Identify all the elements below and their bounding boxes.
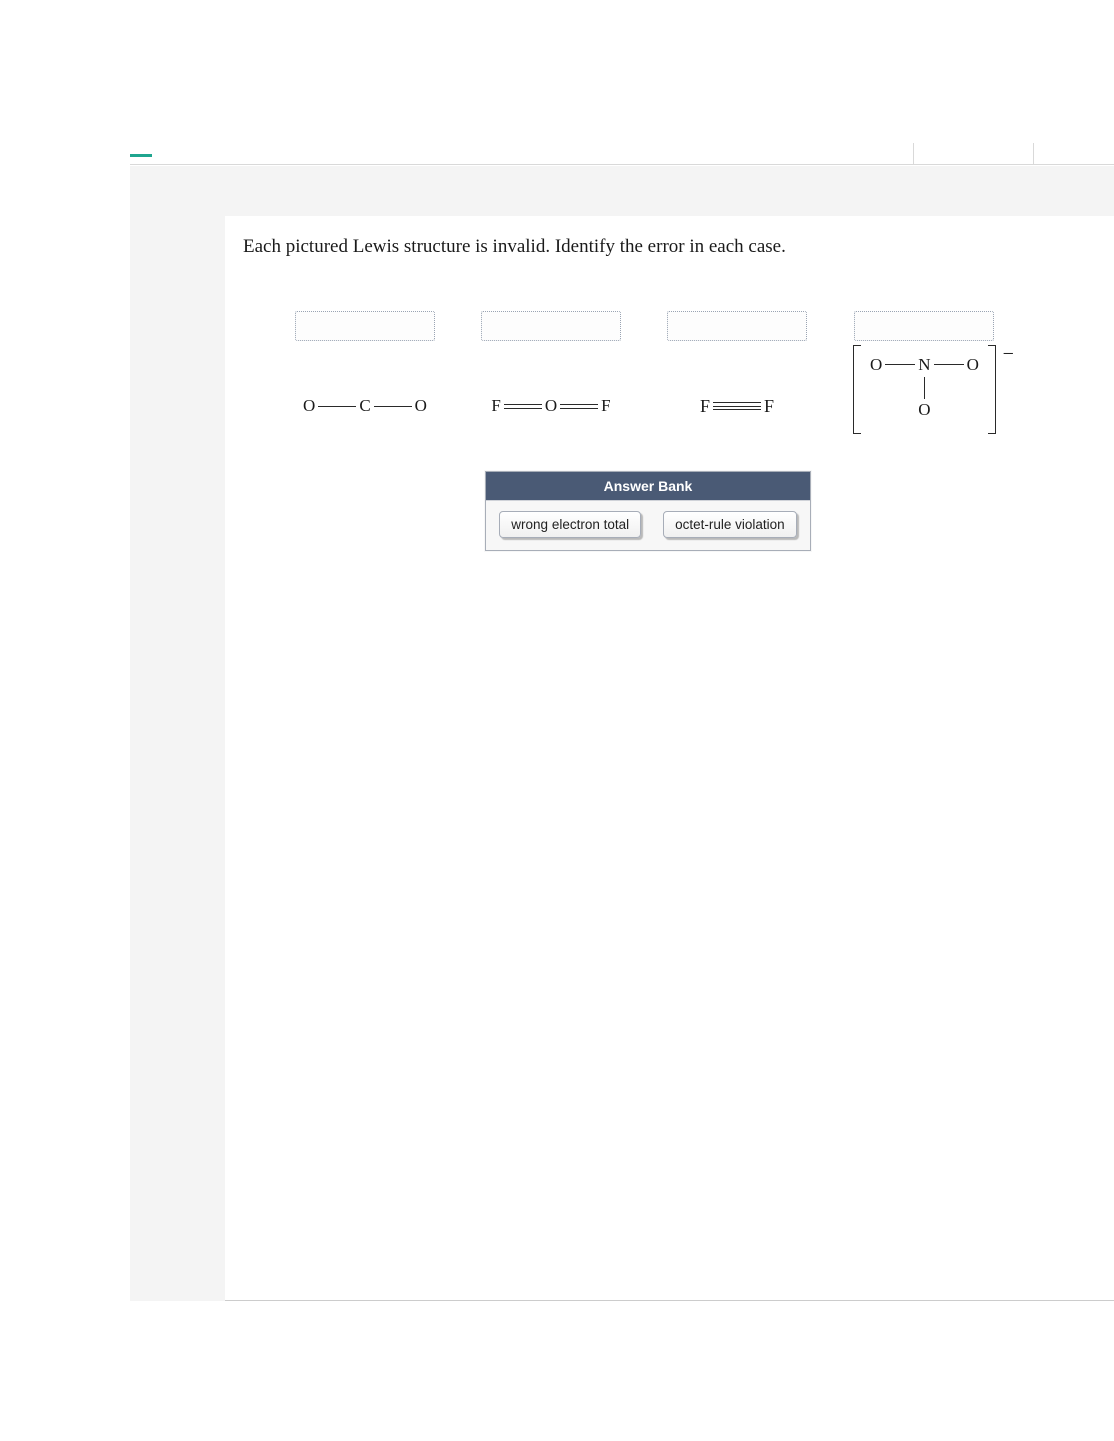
question-prompt: Each pictured Lewis structure is invalid… (225, 216, 1114, 260)
answer-chip-wrong-electron-total[interactable]: wrong electron total (499, 511, 641, 538)
atom-O: O (917, 400, 931, 420)
atom-C: C (358, 396, 371, 416)
structure-cell-oco: O C O (295, 311, 435, 446)
dropzone-f2[interactable] (667, 311, 807, 341)
active-tab-indicator (130, 154, 152, 157)
top-tabbar (130, 155, 1114, 165)
dropzone-no3[interactable] (854, 311, 994, 341)
double-bond (504, 404, 542, 409)
single-bond (885, 364, 915, 365)
answer-bank-title: Answer Bank (486, 472, 810, 500)
lewis-structure-oco: O C O (302, 366, 428, 446)
single-bond (924, 377, 925, 399)
structure-cell-no3: O N O O − (853, 311, 996, 446)
atom-O: O (966, 355, 980, 375)
structure-cell-f2: F F (667, 311, 807, 446)
dropzone-fof[interactable] (481, 311, 621, 341)
atom-F: F (699, 396, 711, 417)
double-bond (560, 404, 598, 409)
atom-F: F (600, 396, 611, 416)
answer-bank-body: wrong electron total octet-rule violatio… (486, 500, 810, 550)
single-bond (934, 364, 964, 365)
atom-F: F (763, 396, 775, 417)
structure-cell-fof: F O F (481, 311, 621, 446)
dropzone-oco[interactable] (295, 311, 435, 341)
atom-O: O (544, 396, 558, 416)
tabbar-divider (913, 143, 914, 165)
atom-O: O (302, 396, 316, 416)
single-bond (318, 406, 356, 407)
question-card: Each pictured Lewis structure is invalid… (225, 216, 1114, 1301)
atom-N: N (917, 355, 931, 375)
bracket-right (988, 345, 996, 434)
ion-charge: − (1003, 343, 1014, 366)
page-background: Each pictured Lewis structure is invalid… (130, 166, 1114, 1301)
answer-bank: Answer Bank wrong electron total octet-r… (485, 471, 811, 551)
lewis-structure-f2: F F (699, 366, 775, 446)
single-bond (374, 406, 412, 407)
atom-F: F (490, 396, 501, 416)
atom-O: O (869, 355, 883, 375)
lewis-structure-fof: F O F (490, 366, 611, 446)
structures-row: O C O F O F (295, 311, 1094, 446)
atom-O: O (414, 396, 428, 416)
bracket-left (853, 345, 861, 434)
triple-bond (713, 402, 761, 410)
lewis-structure-no3: O N O O − (853, 349, 996, 429)
tabbar-divider (1033, 143, 1034, 165)
answer-chip-octet-rule-violation[interactable]: octet-rule violation (663, 511, 797, 538)
